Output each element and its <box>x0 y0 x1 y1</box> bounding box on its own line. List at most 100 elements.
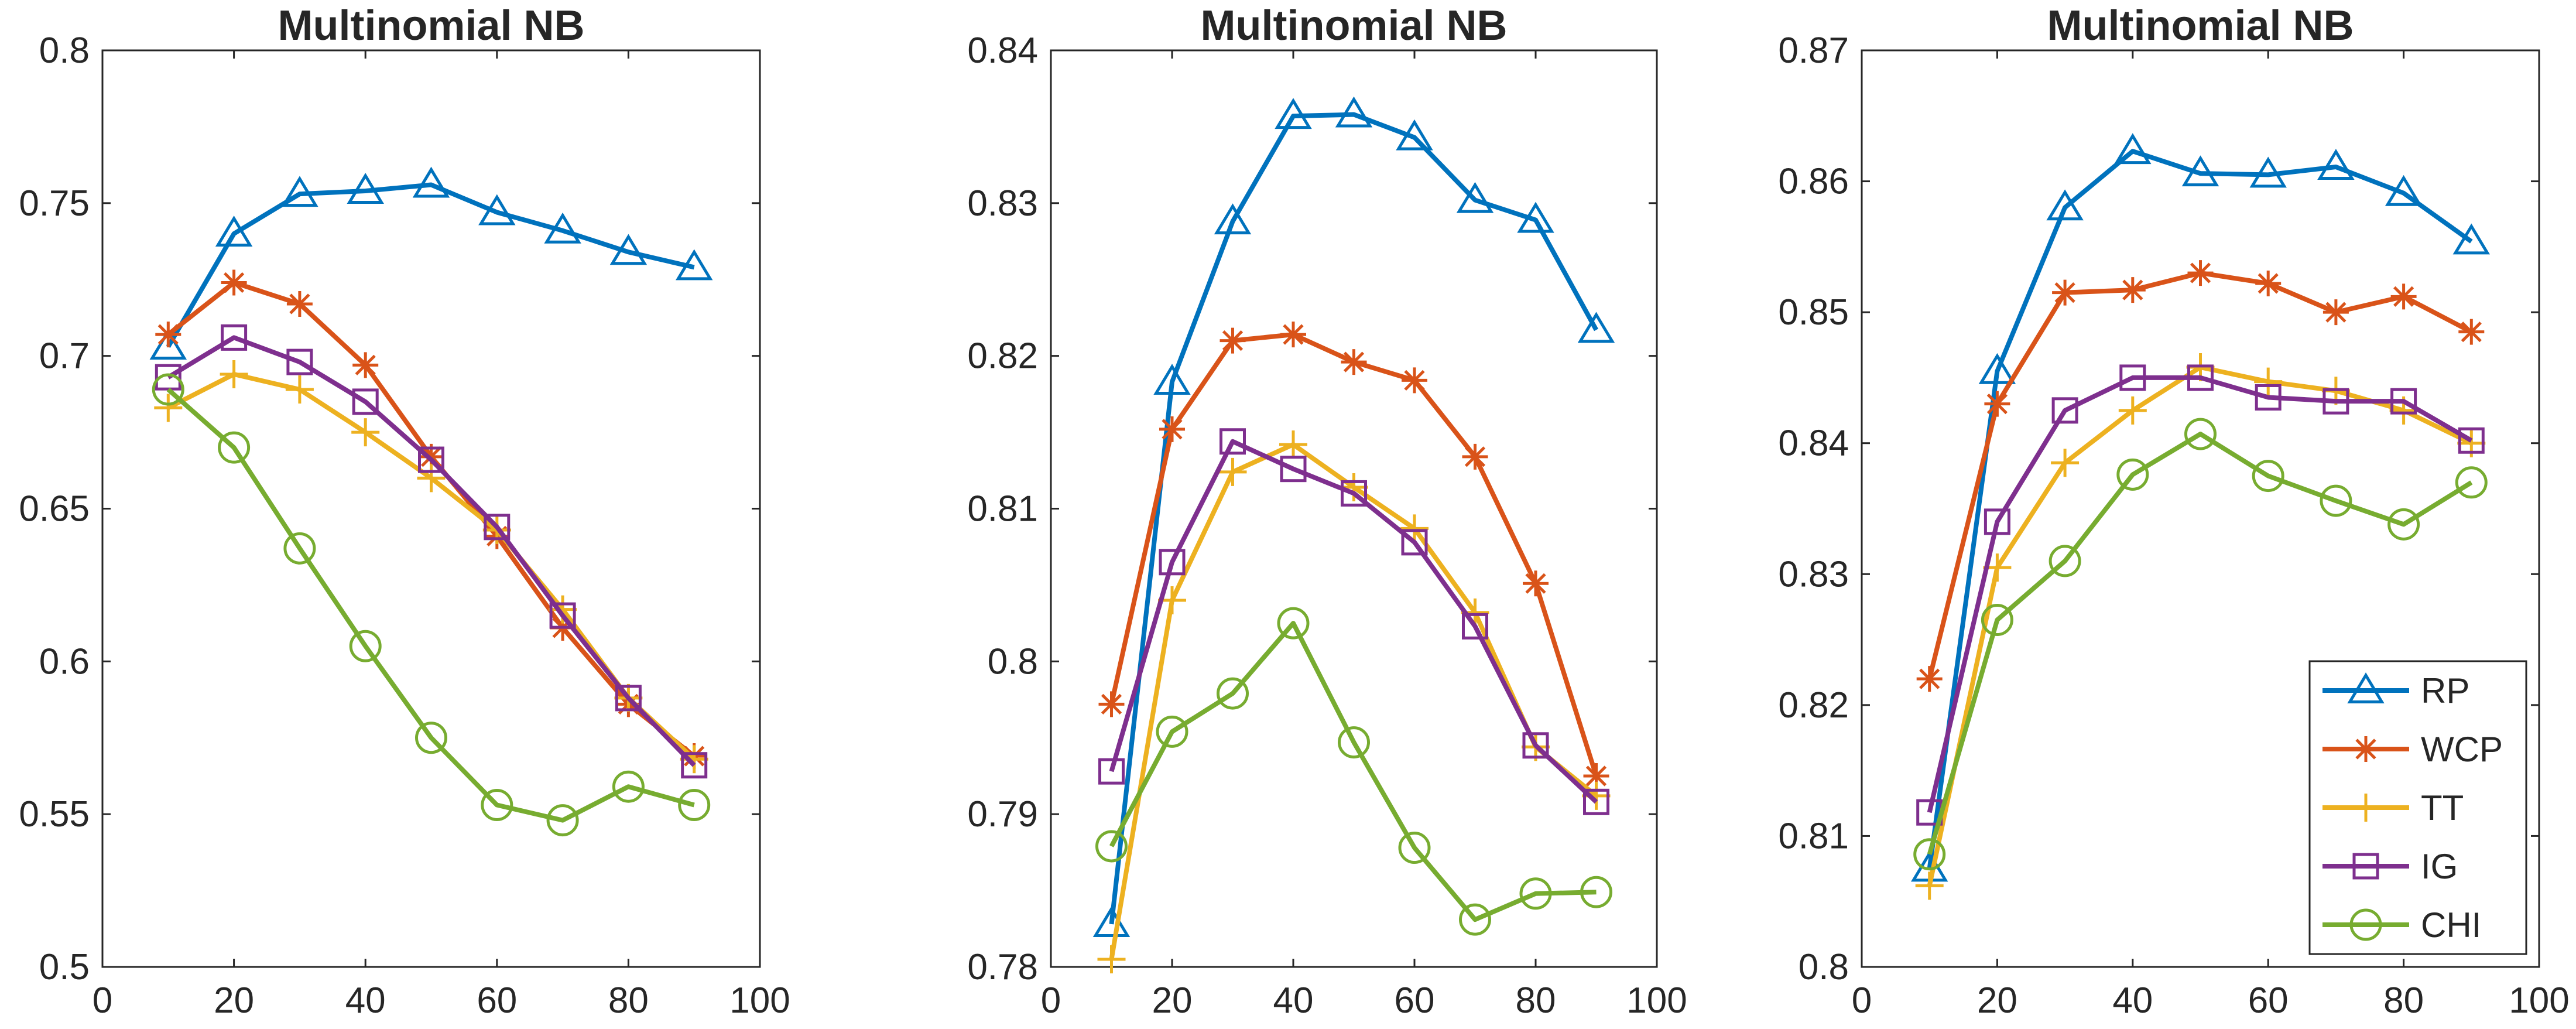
chart-2: Multinomial NB 0 20 40 60 80 100 0.78 0.79 0.8 0.8… <box>967 2 1687 1021</box>
chart-3-series-ig <box>1916 364 2485 826</box>
chart-3-rp-point <box>2046 189 2084 221</box>
chart-2-chi-point <box>1519 877 1552 910</box>
chart-3-ytick-label: 0.8 <box>1799 947 1849 987</box>
chart-2-tt-point <box>1097 945 1126 973</box>
chart-1-wcp-point <box>155 322 181 348</box>
chart-1-chi-point <box>481 789 513 822</box>
chart-2-ytick-label: 0.81 <box>967 489 1038 529</box>
chart-3-ig-point <box>2458 427 2485 454</box>
chart-1-ig-point <box>418 446 444 473</box>
legend-label-wcp: WCP <box>2421 730 2503 769</box>
chart-3-rp-point <box>2181 155 2219 187</box>
chart-3-xtick-label: 60 <box>2248 980 2289 1021</box>
chart-3-xtick-label: 20 <box>1977 980 2017 1021</box>
chart-3-series-chi-line <box>1927 432 2473 855</box>
chart-1-ig-point <box>155 364 181 391</box>
chart-2-tt-point <box>1279 430 1307 459</box>
chart-3-tt-point <box>1915 871 1944 900</box>
chart-3: Multinomial NB 0 20 40 60 80 100 0.8 0.81 0.82 0.8… <box>1778 2 2569 1021</box>
chart-2-rp-point <box>1396 119 1433 151</box>
chart-1-xtick-label: 0 <box>93 980 112 1021</box>
chart-2-tt-point <box>1218 457 1247 486</box>
chart-2-wcp-point <box>1583 763 1609 789</box>
chart-1-xtick-label: 80 <box>608 980 649 1021</box>
chart-2-ytick-label: 0.83 <box>967 183 1038 224</box>
chart-2-ytick-label: 0.8 <box>988 641 1038 682</box>
chart-2-tt-point <box>1400 514 1429 543</box>
chart-3-series-rp <box>1910 133 2491 882</box>
chart-2-wcp-point <box>1280 322 1306 348</box>
chart-2-ytick-label: 0.82 <box>967 336 1038 377</box>
chart-1-tt-point <box>285 375 314 404</box>
chart-3-wcp-point <box>2187 260 2214 286</box>
chart-2-wcp-point <box>1341 349 1367 375</box>
chart-3-ytick-label: 0.83 <box>1778 554 1849 594</box>
chart-2-chi-point <box>1217 677 1249 710</box>
chart-2-series-wcp <box>1098 322 1609 789</box>
chart-3-ytick-label: 0.87 <box>1778 30 1849 71</box>
legend-marker-chi <box>2349 908 2382 941</box>
chart-1-title: Multinomial NB <box>278 2 585 49</box>
chart-2-xtick-label: 0 <box>1041 980 1061 1021</box>
chart-3-ig-point <box>1984 508 2010 535</box>
chart-3-xtick-label: 100 <box>2509 980 2569 1021</box>
chart-1-ig-point <box>352 388 379 415</box>
chart-1-ig-point <box>286 348 313 375</box>
chart-2-wcp-point <box>1220 327 1246 354</box>
legend-label-chi: CHI <box>2421 905 2481 945</box>
chart-3-rp-point <box>2385 175 2423 206</box>
chart-2-rp-point <box>1335 96 1373 128</box>
chart-3-chi-point <box>1981 604 2013 637</box>
chart-1-wcp-point <box>221 269 247 296</box>
chart-2-rp-point <box>1275 98 1312 129</box>
chart-1-tt-point <box>220 360 248 388</box>
chart-3-wcp-point <box>1916 666 1943 692</box>
chart-1-ytick-label: 0.65 <box>19 489 90 529</box>
chart-3-tt-point <box>2051 449 2080 477</box>
chart-1-rp-point <box>478 194 516 225</box>
chart-1-chi-point <box>152 373 184 406</box>
chart-2-series-rp-line <box>1109 112 1599 925</box>
chart-2-rp-point <box>1153 364 1191 395</box>
chart-3-ig-point <box>2322 388 2349 415</box>
legend-marker-tt <box>2352 794 2380 822</box>
chart-2-ytick-label: 0.78 <box>967 947 1038 987</box>
chart-2-chi-point <box>1459 903 1491 936</box>
legend-label-tt: TT <box>2421 788 2464 828</box>
chart-3-ytick-label: 0.82 <box>1778 685 1849 726</box>
chart-2-series-rp <box>1092 96 1615 937</box>
chart-3-chi-point <box>2049 545 2081 577</box>
chart-1-chi-point <box>546 804 579 837</box>
chart-1-chi-point <box>218 431 251 464</box>
chart-2-chi-point <box>1580 876 1612 908</box>
legend-label-rp: RP <box>2421 671 2469 710</box>
chart-1-tt-point <box>351 418 380 447</box>
chart-3-rp-point <box>2452 223 2491 255</box>
chart-1-rp-point <box>544 212 581 244</box>
chart-2-wcp-point <box>1159 416 1185 442</box>
chart-1: Multinomial NB 0 20 40 60 80 100 0.5 0.55 0.6 0.65… <box>19 2 790 1021</box>
chart-1-ig-point <box>615 685 642 712</box>
chart-1-rp-point <box>412 166 450 198</box>
chart-3-chi-point <box>2387 508 2420 541</box>
chart-2-series-chi <box>1095 607 1612 936</box>
chart-2-xtick-label: 100 <box>1626 980 1687 1021</box>
chart-2-series-ig-line <box>1109 439 1598 804</box>
chart-1-xtick-label: 60 <box>477 980 517 1021</box>
chart-2-chi-point <box>1338 726 1370 759</box>
chart-1-rp-point <box>347 173 384 204</box>
chart-3-tt-point <box>2118 396 2147 425</box>
chart-3-wcp-point <box>2390 283 2417 310</box>
chart-2-ig-point <box>1401 529 1428 556</box>
legend-marker-rp <box>2347 672 2385 703</box>
chart-1-chi-point <box>678 789 711 822</box>
chart-3-ytick-label: 0.84 <box>1778 423 1849 464</box>
chart-2-wcp-point <box>1523 570 1549 597</box>
chart-2-chi-point <box>1095 830 1128 863</box>
chart-3-wcp-point <box>2458 319 2485 345</box>
chart-1-chi-point <box>349 630 382 662</box>
chart-3-ig-point <box>2390 388 2417 415</box>
chart-1-rp-point <box>281 176 318 207</box>
chart-3-rp-point <box>2317 149 2355 180</box>
